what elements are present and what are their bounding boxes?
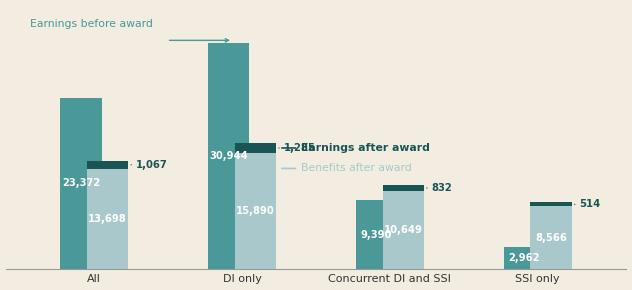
Text: Earnings after award: Earnings after award	[301, 143, 430, 153]
Bar	[504, 247, 545, 269]
Bar	[382, 191, 424, 269]
Bar	[382, 185, 424, 191]
Text: 2,962: 2,962	[509, 253, 540, 263]
Bar	[87, 161, 128, 169]
Text: 8,566: 8,566	[535, 233, 567, 242]
Text: 23,372: 23,372	[62, 178, 100, 188]
Text: Earnings before award: Earnings before award	[30, 19, 154, 29]
Bar	[60, 98, 102, 269]
Text: 514: 514	[579, 199, 600, 209]
Text: 9,390: 9,390	[361, 230, 392, 240]
Text: 832: 832	[431, 183, 452, 193]
Bar	[234, 143, 276, 153]
Bar	[208, 43, 250, 269]
Bar	[234, 153, 276, 269]
Text: 15,890: 15,890	[236, 206, 275, 216]
Bar	[87, 169, 128, 269]
Text: 10,649: 10,649	[384, 225, 423, 235]
Text: 1,285: 1,285	[284, 143, 315, 153]
Bar	[356, 200, 398, 269]
Text: 30,944: 30,944	[209, 151, 248, 161]
Bar	[530, 206, 572, 269]
Text: 13,698: 13,698	[88, 214, 127, 224]
Text: Benefits after award: Benefits after award	[301, 164, 412, 173]
Bar	[530, 202, 572, 206]
Text: 1,067: 1,067	[136, 160, 167, 170]
